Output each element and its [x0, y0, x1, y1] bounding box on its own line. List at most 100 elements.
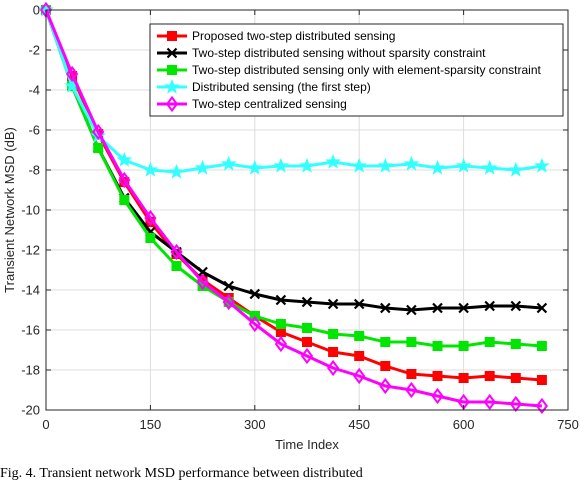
- data-point: [328, 329, 339, 339]
- data-point: [144, 209, 157, 227]
- data-point: [484, 371, 495, 381]
- data-point: [328, 347, 339, 357]
- data-point: [380, 337, 391, 347]
- data-point: [536, 302, 548, 314]
- data-point: [145, 233, 156, 243]
- data-point: [93, 143, 104, 153]
- data-point: [325, 153, 341, 169]
- data-point: [354, 331, 365, 341]
- y-tick-label: -20: [21, 403, 40, 418]
- data-point: [432, 371, 443, 381]
- legend-box: [149, 23, 564, 117]
- x-tick-label: 600: [453, 417, 475, 432]
- chart: 0 150 300 450 600 750 0 -2 -4 -6 -8 -10 -12 -14 -16 -18…: [2, 1, 579, 452]
- data-point: [222, 293, 235, 311]
- data-point: [92, 123, 105, 141]
- data-point: [302, 337, 312, 347]
- data-point: [403, 155, 420, 171]
- series-layer: [38, 1, 550, 415]
- y-tick-label: -18: [21, 363, 40, 378]
- x-tick-label: 300: [244, 417, 266, 432]
- data-point: [223, 280, 234, 292]
- data-point: [535, 397, 549, 415]
- data-point: [142, 161, 159, 177]
- series-line: [44, 9, 543, 174]
- data-point: [484, 337, 495, 347]
- y-axis-label: Transient Network MSD (dB): [2, 127, 17, 293]
- data-point: [405, 381, 418, 399]
- y-tick-label: 0: [33, 3, 40, 18]
- x-axis-label: Time Index: [275, 437, 339, 452]
- data-point: [327, 298, 339, 310]
- data-point: [534, 157, 550, 173]
- y-tick-label: -10: [21, 203, 40, 218]
- legend-swatch-marker: [166, 47, 178, 59]
- data-point: [536, 375, 547, 385]
- data-point: [116, 151, 133, 167]
- x-tick-label: 150: [140, 417, 162, 432]
- data-point: [326, 359, 340, 377]
- data-point: [406, 369, 417, 379]
- data-point: [432, 302, 443, 314]
- data-point: [406, 304, 417, 316]
- data-point: [351, 157, 367, 173]
- data-point: [301, 296, 313, 308]
- y-tick-label: -8: [28, 163, 40, 178]
- data-point: [118, 171, 131, 189]
- data-point: [379, 377, 392, 395]
- data-point: [432, 341, 443, 351]
- data-point: [429, 159, 446, 175]
- legend-swatch-marker: [165, 95, 179, 113]
- data-point: [302, 323, 312, 333]
- y-tick-label: -6: [28, 123, 40, 138]
- legend-swatch-marker: [167, 31, 177, 41]
- data-point: [249, 288, 261, 300]
- x-tick-label: 750: [557, 417, 579, 432]
- data-point: [196, 273, 209, 291]
- data-point: [247, 159, 263, 175]
- data-point: [483, 393, 496, 411]
- data-point: [380, 361, 391, 371]
- data-point: [455, 157, 472, 173]
- data-point: [406, 337, 417, 347]
- legend-entry: Proposed two-step distributed sensing: [192, 29, 395, 43]
- y-tick-label: -4: [28, 83, 40, 98]
- data-point: [354, 351, 365, 361]
- data-point: [536, 341, 547, 351]
- series-5: [39, 1, 549, 415]
- data-point: [458, 341, 469, 351]
- legend-entry: Distributed sensing (the first step): [192, 80, 371, 94]
- legend-swatch-marker: [164, 78, 180, 94]
- data-point: [65, 65, 79, 83]
- data-point: [377, 157, 394, 173]
- data-point: [458, 302, 469, 314]
- data-point: [275, 319, 286, 329]
- x-tick-label: 450: [348, 417, 370, 432]
- figure-caption: Fig. 4. Transient network MSD performanc…: [0, 466, 363, 481]
- y-tick-label: -14: [21, 283, 40, 298]
- data-point: [248, 315, 261, 333]
- data-point: [510, 339, 521, 349]
- y-tick-label: -2: [28, 43, 40, 58]
- y-tick-label: -12: [21, 243, 40, 258]
- legend-entry: Two-step centralized sensing: [192, 97, 347, 111]
- data-point: [481, 159, 498, 175]
- data-point: [484, 300, 495, 312]
- legend-entry: Two-step distributed sensing without spa…: [192, 46, 486, 60]
- data-point: [194, 159, 211, 175]
- data-point: [353, 367, 366, 385]
- data-point: [300, 347, 314, 365]
- data-point: [171, 261, 182, 271]
- data-point: [299, 157, 315, 173]
- data-point: [510, 373, 521, 383]
- y-tick-label: -16: [21, 323, 40, 338]
- data-point: [458, 373, 469, 383]
- data-point: [431, 387, 444, 405]
- legend: Proposed two-step distributed sensing Two…: [149, 23, 564, 117]
- data-point: [220, 155, 237, 171]
- data-point: [197, 266, 208, 278]
- data-point: [353, 298, 365, 310]
- x-tick-label: 0: [42, 417, 49, 432]
- legend-entry: Two-step distributed sensing only with e…: [192, 63, 541, 77]
- data-point: [170, 243, 183, 261]
